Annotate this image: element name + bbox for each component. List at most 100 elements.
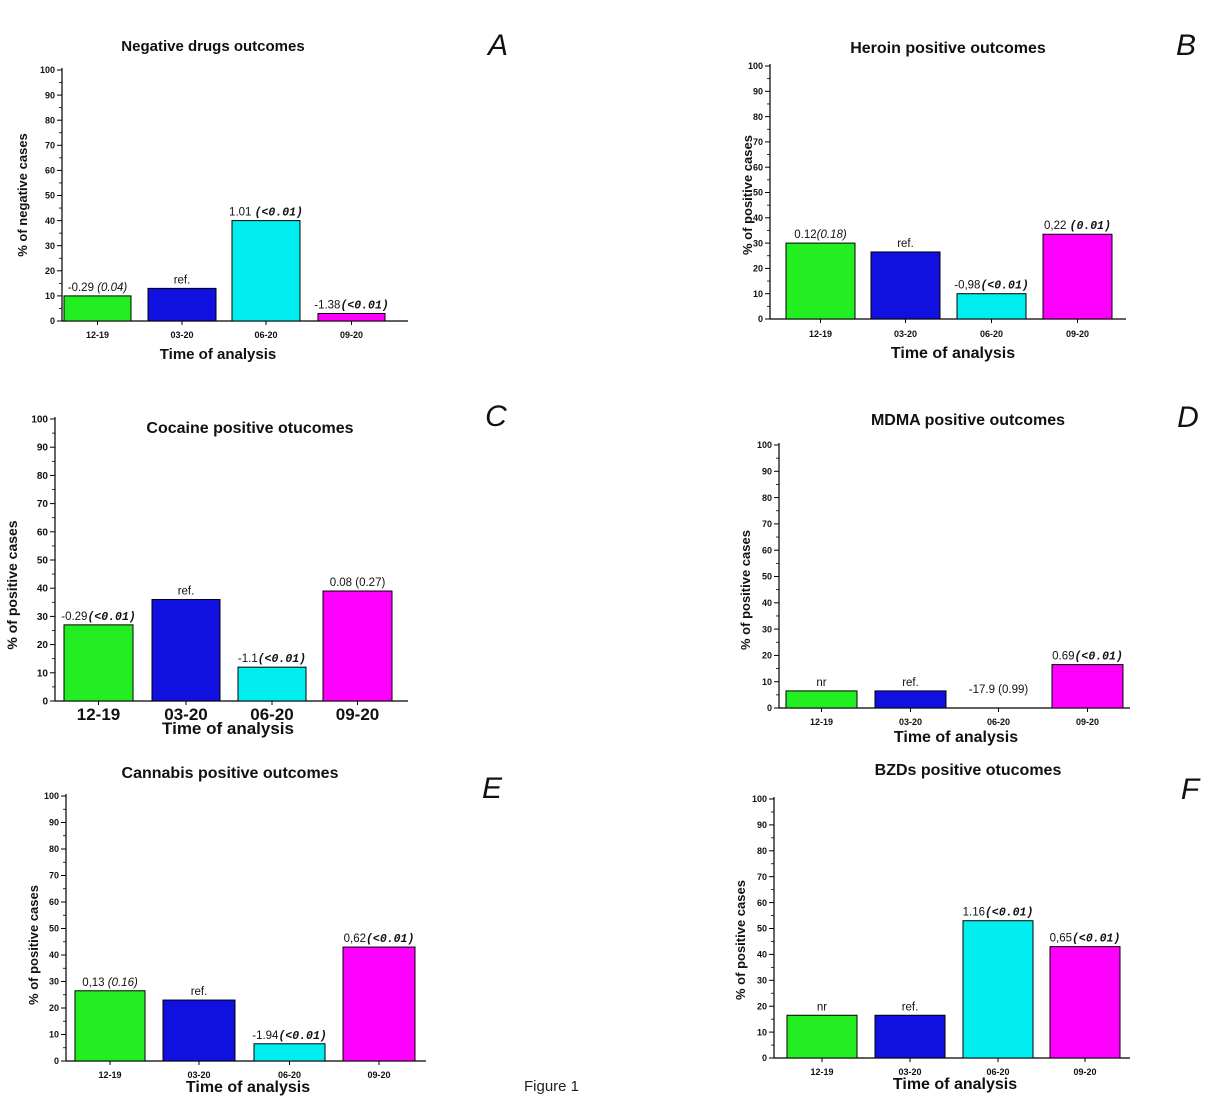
y-tick-label: 30: [49, 977, 59, 987]
x-tick-label: 03-20: [899, 717, 922, 727]
y-tick-label: 50: [37, 556, 49, 567]
bar-03-20: [162, 999, 236, 1062]
y-tick-label: 50: [757, 924, 767, 934]
y-tick-label: 100: [40, 65, 55, 75]
chart-panel-f: BZDs positive otucomes F 0 10 20 30 40 50 60 70 80…: [733, 762, 1201, 1093]
y-tick-label: 30: [762, 624, 772, 634]
bar-03-20: [151, 598, 221, 702]
chart-panel-c: Cocaine positive otucomes C 0 10 20 30 40 50 60 7…: [4, 400, 507, 738]
y-tick-label: 80: [49, 844, 59, 854]
bar-06-20: [253, 1043, 326, 1062]
x-tick-label: 12-19: [810, 717, 833, 727]
chart-panel-b: Heroin positive outcomes B 0 10 20 30 40 50 60 70…: [740, 29, 1196, 362]
data-label: -1.94(<0.01): [252, 1030, 327, 1043]
chart-title: Negative drugs outcomes: [121, 38, 304, 55]
data-label: 1.16(<0.01): [963, 907, 1034, 920]
y-tick-label: 60: [37, 527, 49, 538]
y-axis-label: % of positive cases: [738, 530, 753, 650]
y-tick-label: 60: [757, 898, 767, 908]
y-tick-label: 90: [49, 818, 59, 828]
y-tick-label: 0: [762, 1053, 767, 1063]
y-tick-label: 20: [762, 651, 772, 661]
chart-title: Cannabis positive outcomes: [122, 765, 339, 782]
chart-title: BZDs positive otucomes: [875, 762, 1062, 779]
data-label: 0.08 (0.27): [330, 577, 386, 589]
figure-caption: Figure 1: [524, 1078, 580, 1095]
panel-letter: E: [482, 772, 503, 805]
chart-panel-a: Negative drugs outcomes A 0 10 20 30 40 50 60 70 8…: [15, 29, 508, 363]
y-axis-label: % of positive cases: [26, 885, 41, 1005]
panel-letter: C: [485, 400, 507, 433]
y-tick-label: 20: [45, 266, 55, 276]
x-tick-label: 03-20: [894, 329, 917, 339]
y-tick-label: 30: [753, 238, 763, 248]
y-tick-label: 60: [45, 166, 55, 176]
y-tick-label: 80: [753, 112, 763, 122]
x-tick-label: 12-19: [98, 1070, 121, 1080]
bar-06-20: [962, 920, 1034, 1059]
bar-12-19: [74, 990, 146, 1062]
y-tick-label: 100: [748, 61, 763, 71]
x-tick-label: 12-19: [77, 705, 120, 724]
chart-title: Cocaine positive otucomes: [146, 420, 353, 437]
y-tick-label: 10: [753, 289, 763, 299]
x-axis-label: Time of analysis: [891, 345, 1015, 362]
data-label: -0,98(<0.01): [954, 280, 1029, 293]
data-label: -0.29 (0.04): [68, 282, 128, 294]
panel-letter: A: [486, 29, 508, 62]
y-tick-label: 100: [44, 791, 59, 801]
x-tick-label: 03-20: [170, 330, 193, 340]
y-tick-label: 10: [49, 1030, 59, 1040]
bar-09-20: [322, 590, 393, 702]
y-tick-label: 40: [753, 213, 763, 223]
data-label: ref.: [174, 274, 191, 286]
y-tick-label: 50: [762, 572, 772, 582]
y-tick-label: 40: [49, 950, 59, 960]
x-tick-label: 09-20: [340, 330, 363, 340]
bar-09-20: [1051, 664, 1124, 709]
y-tick-label: 50: [753, 188, 763, 198]
y-tick-label: 60: [753, 162, 763, 172]
x-tick-label: 12-19: [810, 1067, 833, 1077]
y-tick-label: 20: [757, 1001, 767, 1011]
bar-06-20: [956, 293, 1027, 320]
y-tick-label: 50: [45, 191, 55, 201]
bar-03-20: [870, 251, 941, 320]
chart-panel-e: Cannabis positive outcomes E 0 10 20 30 40 50 60…: [26, 765, 503, 1096]
data-label: 1.01 (<0.01): [229, 207, 303, 220]
y-axis-label: % of positive cases: [733, 880, 748, 1000]
y-tick-label: 0: [767, 703, 772, 713]
y-tick-label: 50: [49, 924, 59, 934]
y-tick-label: 10: [757, 1027, 767, 1037]
y-axis-label: % of positive cases: [740, 135, 755, 255]
y-tick-label: 60: [762, 545, 772, 555]
data-label: 0,22 (0.01): [1044, 220, 1111, 233]
data-label: ref.: [902, 1001, 919, 1013]
y-tick-label: 70: [762, 519, 772, 529]
bar-06-20: [237, 666, 307, 702]
x-tick-label: 03-20: [187, 1070, 210, 1080]
y-tick-label: 70: [37, 499, 49, 510]
data-label: -0.29(<0.01): [61, 611, 136, 624]
y-tick-label: 10: [37, 668, 49, 679]
y-tick-label: 0: [758, 314, 763, 324]
x-tick-label: 12-19: [809, 329, 832, 339]
data-label: ref.: [191, 986, 208, 998]
bar-09-20: [1042, 233, 1113, 320]
data-label: nr: [817, 1001, 827, 1013]
x-tick-label: 03-20: [898, 1067, 921, 1077]
panel-letter: D: [1177, 401, 1199, 434]
y-tick-label: 20: [753, 264, 763, 274]
x-tick-label: 06-20: [254, 330, 277, 340]
data-label: 0.69(<0.01): [1052, 651, 1123, 664]
data-label: 0,65(<0.01): [1050, 933, 1121, 946]
data-label: 0.12(0.18): [794, 229, 847, 241]
y-tick-label: 0: [54, 1056, 59, 1066]
x-tick-label: 09-20: [1076, 717, 1099, 727]
data-label: -1.38(<0.01): [314, 299, 389, 312]
y-tick-label: 70: [45, 140, 55, 150]
data-label: -1.1(<0.01): [238, 653, 306, 666]
x-tick-label: 06-20: [278, 1070, 301, 1080]
y-tick-label: 100: [757, 440, 772, 450]
panel-letter: F: [1181, 773, 1201, 806]
